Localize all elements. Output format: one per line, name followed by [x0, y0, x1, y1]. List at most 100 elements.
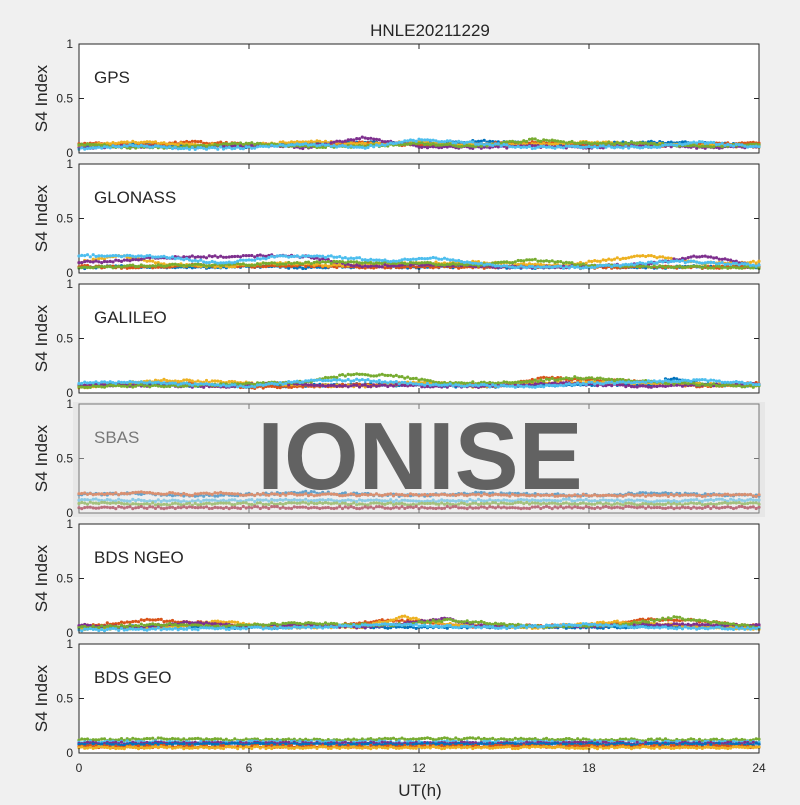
data-point — [307, 384, 310, 387]
data-point — [364, 379, 367, 382]
data-point — [460, 145, 463, 148]
data-point — [709, 266, 712, 269]
data-point — [579, 142, 582, 145]
data-point — [355, 372, 358, 375]
data-point — [191, 140, 194, 143]
data-point — [409, 381, 412, 384]
data-point — [137, 254, 140, 257]
data-point — [718, 379, 721, 382]
data-point — [545, 259, 548, 262]
data-point — [148, 265, 151, 268]
data-point — [570, 140, 573, 143]
data-point — [630, 141, 633, 144]
data-point — [83, 386, 86, 389]
data-point — [344, 374, 347, 377]
data-point — [137, 265, 140, 268]
data-point — [655, 256, 658, 259]
data-point — [752, 383, 755, 386]
data-point — [630, 145, 633, 148]
data-point — [539, 378, 542, 381]
data-point — [522, 139, 525, 142]
data-point — [582, 378, 585, 381]
data-point — [715, 256, 718, 259]
data-point — [536, 385, 539, 388]
data-point — [692, 144, 695, 147]
data-point — [704, 383, 707, 386]
data-point — [681, 143, 684, 146]
data-point — [627, 142, 630, 145]
data-point — [188, 383, 191, 386]
data-point — [137, 381, 140, 384]
data-point — [726, 262, 729, 265]
data-point — [579, 263, 582, 266]
data-point — [701, 145, 704, 148]
data-point — [502, 384, 505, 387]
data-point — [488, 385, 491, 388]
data-point — [687, 260, 690, 263]
data-point — [196, 255, 199, 258]
data-point — [633, 255, 636, 258]
data-point — [536, 377, 539, 380]
data-point — [590, 142, 593, 145]
data-point — [225, 142, 228, 145]
data-point — [97, 254, 100, 257]
data-point — [94, 380, 97, 383]
data-point — [641, 254, 644, 257]
data-point — [687, 265, 690, 268]
data-point — [366, 137, 369, 140]
data-point — [344, 256, 347, 259]
data-point — [318, 140, 321, 143]
data-point — [616, 256, 619, 259]
data-point — [706, 255, 709, 258]
data-point — [607, 258, 610, 261]
data-point — [675, 380, 678, 383]
data-point — [216, 383, 219, 386]
data-point — [364, 142, 367, 145]
data-point — [743, 262, 746, 265]
data-point — [352, 260, 355, 263]
data-point — [264, 145, 267, 148]
data-point — [378, 384, 381, 387]
data-point — [732, 384, 735, 387]
data-point — [548, 260, 551, 263]
data-point — [678, 380, 681, 383]
data-point — [301, 254, 304, 257]
data-point — [423, 378, 426, 381]
data-point — [466, 260, 469, 263]
data-point — [420, 383, 423, 386]
data-point — [157, 381, 160, 384]
data-point — [636, 265, 639, 268]
data-point — [301, 143, 304, 146]
data-point — [559, 384, 562, 387]
data-point — [318, 378, 321, 381]
data-point — [460, 384, 463, 387]
data-point — [315, 384, 318, 387]
data-point — [667, 265, 670, 268]
data-point — [381, 265, 384, 268]
data-point — [185, 384, 188, 387]
data-point — [672, 266, 675, 269]
data-point — [242, 143, 245, 146]
data-point — [211, 146, 214, 149]
data-point — [154, 265, 157, 268]
data-point — [386, 374, 389, 377]
data-point — [179, 264, 182, 267]
data-point — [757, 145, 760, 148]
data-point — [284, 255, 287, 258]
data-point — [369, 137, 372, 140]
data-point — [157, 263, 160, 266]
data-point — [548, 145, 551, 148]
data-point — [718, 143, 721, 146]
data-point — [279, 381, 282, 384]
data-point — [228, 384, 231, 387]
data-point — [338, 260, 341, 263]
data-point — [545, 265, 548, 268]
data-point — [347, 146, 350, 149]
data-point — [539, 140, 542, 143]
data-point — [77, 382, 80, 385]
data-point — [281, 140, 284, 143]
data-point — [103, 145, 106, 148]
data-point — [381, 259, 384, 262]
data-point — [429, 384, 432, 387]
data-point — [148, 385, 151, 388]
